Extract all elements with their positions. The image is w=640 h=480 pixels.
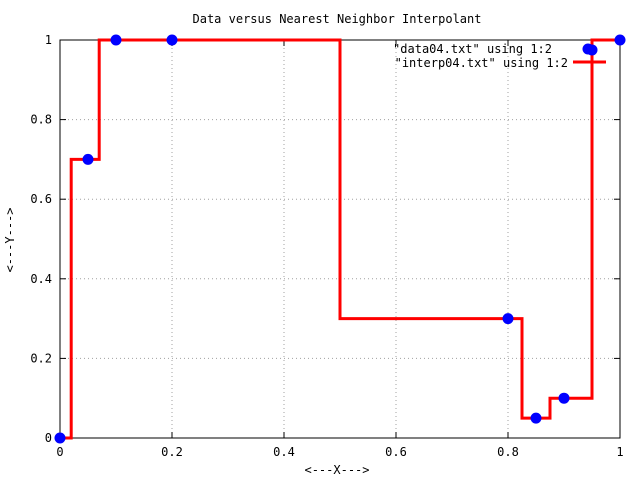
data-point: [166, 34, 178, 46]
data-point: [110, 34, 122, 46]
series-layer: [54, 34, 626, 444]
y-axis-label: <---Y--->: [3, 207, 17, 272]
chart-title: Data versus Nearest Neighbor Interpolant: [193, 12, 482, 26]
x-tick-label: 1: [616, 445, 623, 459]
y-tick-label: 0.6: [30, 192, 52, 206]
legend-marker-data: [582, 43, 594, 55]
data-point: [54, 432, 66, 444]
legend-label-interp: "interp04.txt" using 1:2: [395, 56, 568, 70]
y-tick-label: 0: [45, 431, 52, 445]
axis-ticks: 0 0.2 0.4 0.6 0.8 1 0 0.2 0.4 0.6 0.8 1: [30, 33, 623, 459]
legend: "data04.txt" using 1:2"interp04.txt" usi…: [393, 42, 606, 70]
data-point: [82, 153, 94, 165]
y-tick-label: 0.2: [30, 351, 52, 365]
y-tick-label: 0.8: [30, 113, 52, 127]
x-tick-label: 0.4: [273, 445, 295, 459]
data-point: [530, 412, 542, 424]
y-tick-label: 0.4: [30, 272, 52, 286]
data-point: [558, 392, 570, 404]
interp-step-line: [60, 38, 620, 440]
data-point: [614, 34, 626, 46]
x-tick-label: 0.8: [497, 445, 519, 459]
x-tick-label: 0.6: [385, 445, 407, 459]
x-tick-label: 0: [56, 445, 63, 459]
legend-label-data: "data04.txt" using 1:2: [393, 42, 552, 56]
x-tick-label: 0.2: [161, 445, 183, 459]
x-axis-label: <---X--->: [304, 463, 369, 477]
data-point: [502, 313, 514, 325]
y-tick-label: 1: [45, 33, 52, 47]
